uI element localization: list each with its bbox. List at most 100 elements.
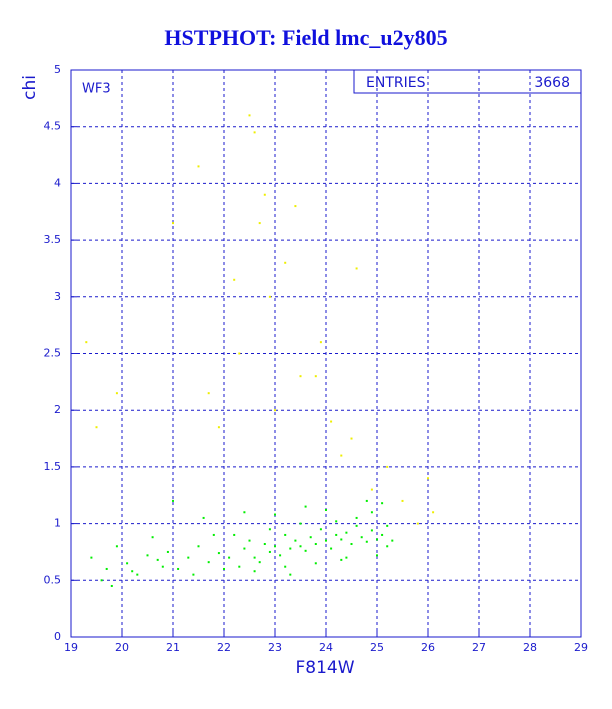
point bbox=[187, 556, 190, 559]
point bbox=[258, 222, 261, 225]
y-tick-label: 3 bbox=[54, 290, 61, 303]
point bbox=[401, 499, 404, 502]
plot-layer: 0 0.5 1 1.5 2 2.5 3 3.5 4 4.5 5 19 20 21 22 23 24 25 26 27 2… bbox=[44, 63, 589, 654]
point bbox=[95, 426, 98, 429]
point bbox=[416, 522, 419, 525]
point bbox=[268, 550, 271, 553]
point bbox=[330, 547, 333, 550]
point bbox=[263, 543, 266, 546]
point bbox=[427, 477, 429, 480]
point bbox=[370, 488, 373, 491]
point bbox=[284, 533, 287, 536]
point bbox=[212, 533, 215, 536]
x-tick-label: 20 bbox=[115, 641, 129, 654]
point bbox=[279, 554, 282, 557]
point bbox=[350, 437, 353, 440]
y-tick-label: 3.5 bbox=[44, 233, 62, 246]
x-tick-label: 25 bbox=[370, 641, 384, 654]
y-tick-label: 2 bbox=[54, 403, 61, 416]
point bbox=[314, 543, 317, 546]
point bbox=[207, 561, 210, 564]
point bbox=[177, 567, 180, 570]
point bbox=[284, 565, 287, 568]
point bbox=[325, 539, 327, 542]
x-tick-label: 29 bbox=[574, 641, 588, 654]
point bbox=[243, 511, 246, 514]
point bbox=[391, 539, 394, 542]
point bbox=[340, 454, 343, 457]
point bbox=[432, 511, 435, 514]
point bbox=[161, 565, 164, 568]
x-axis-label: F814W bbox=[295, 658, 354, 678]
point bbox=[253, 556, 256, 559]
point bbox=[156, 558, 159, 561]
point bbox=[110, 584, 113, 587]
point bbox=[345, 531, 348, 534]
point bbox=[274, 409, 276, 412]
point bbox=[376, 554, 378, 557]
point bbox=[289, 573, 292, 576]
point bbox=[131, 570, 134, 573]
point bbox=[289, 547, 292, 550]
point bbox=[146, 554, 149, 557]
x-tick-label: 26 bbox=[421, 641, 435, 654]
point bbox=[238, 565, 241, 568]
point bbox=[355, 516, 358, 519]
x-tick-label: 23 bbox=[268, 641, 282, 654]
point bbox=[386, 524, 389, 527]
point bbox=[207, 392, 210, 395]
x-tick-label: 21 bbox=[166, 641, 180, 654]
point bbox=[381, 502, 384, 505]
point bbox=[314, 375, 317, 378]
point bbox=[294, 539, 297, 542]
y-tick-label: 4.5 bbox=[44, 120, 62, 133]
point bbox=[299, 375, 302, 378]
point bbox=[243, 547, 246, 550]
point bbox=[202, 516, 205, 519]
point bbox=[335, 533, 338, 536]
point bbox=[345, 556, 348, 559]
point bbox=[228, 556, 231, 559]
point bbox=[381, 533, 384, 536]
point bbox=[360, 536, 363, 539]
point bbox=[172, 222, 174, 225]
point bbox=[268, 528, 271, 531]
x-tick-label: 28 bbox=[523, 641, 537, 654]
point bbox=[365, 540, 368, 543]
point bbox=[105, 567, 108, 570]
point bbox=[376, 538, 378, 541]
point bbox=[314, 562, 317, 565]
y-tick-label: 2.5 bbox=[44, 347, 62, 360]
point bbox=[309, 536, 312, 539]
point bbox=[299, 545, 302, 548]
x-tick-label: 24 bbox=[319, 641, 333, 654]
point bbox=[151, 536, 154, 539]
point bbox=[166, 550, 169, 553]
y-tick-label: 5 bbox=[54, 63, 61, 76]
panel-label: WF3 bbox=[82, 82, 111, 97]
point bbox=[258, 561, 261, 564]
point bbox=[248, 114, 251, 117]
point bbox=[335, 520, 338, 523]
point bbox=[115, 392, 118, 395]
y-axis-label: chi bbox=[20, 75, 40, 100]
point bbox=[263, 193, 266, 196]
point bbox=[365, 499, 368, 502]
point bbox=[355, 267, 358, 270]
point bbox=[370, 529, 373, 532]
point bbox=[233, 278, 236, 281]
point bbox=[136, 573, 139, 576]
point bbox=[340, 538, 343, 541]
point bbox=[115, 545, 118, 548]
point bbox=[294, 205, 297, 208]
point bbox=[192, 573, 195, 576]
point bbox=[386, 465, 389, 468]
point bbox=[340, 558, 343, 561]
x-tick-label: 19 bbox=[64, 641, 78, 654]
point bbox=[85, 341, 88, 344]
point bbox=[90, 556, 93, 559]
point bbox=[197, 165, 200, 168]
point bbox=[223, 567, 225, 570]
point bbox=[253, 131, 256, 134]
point bbox=[100, 579, 103, 582]
